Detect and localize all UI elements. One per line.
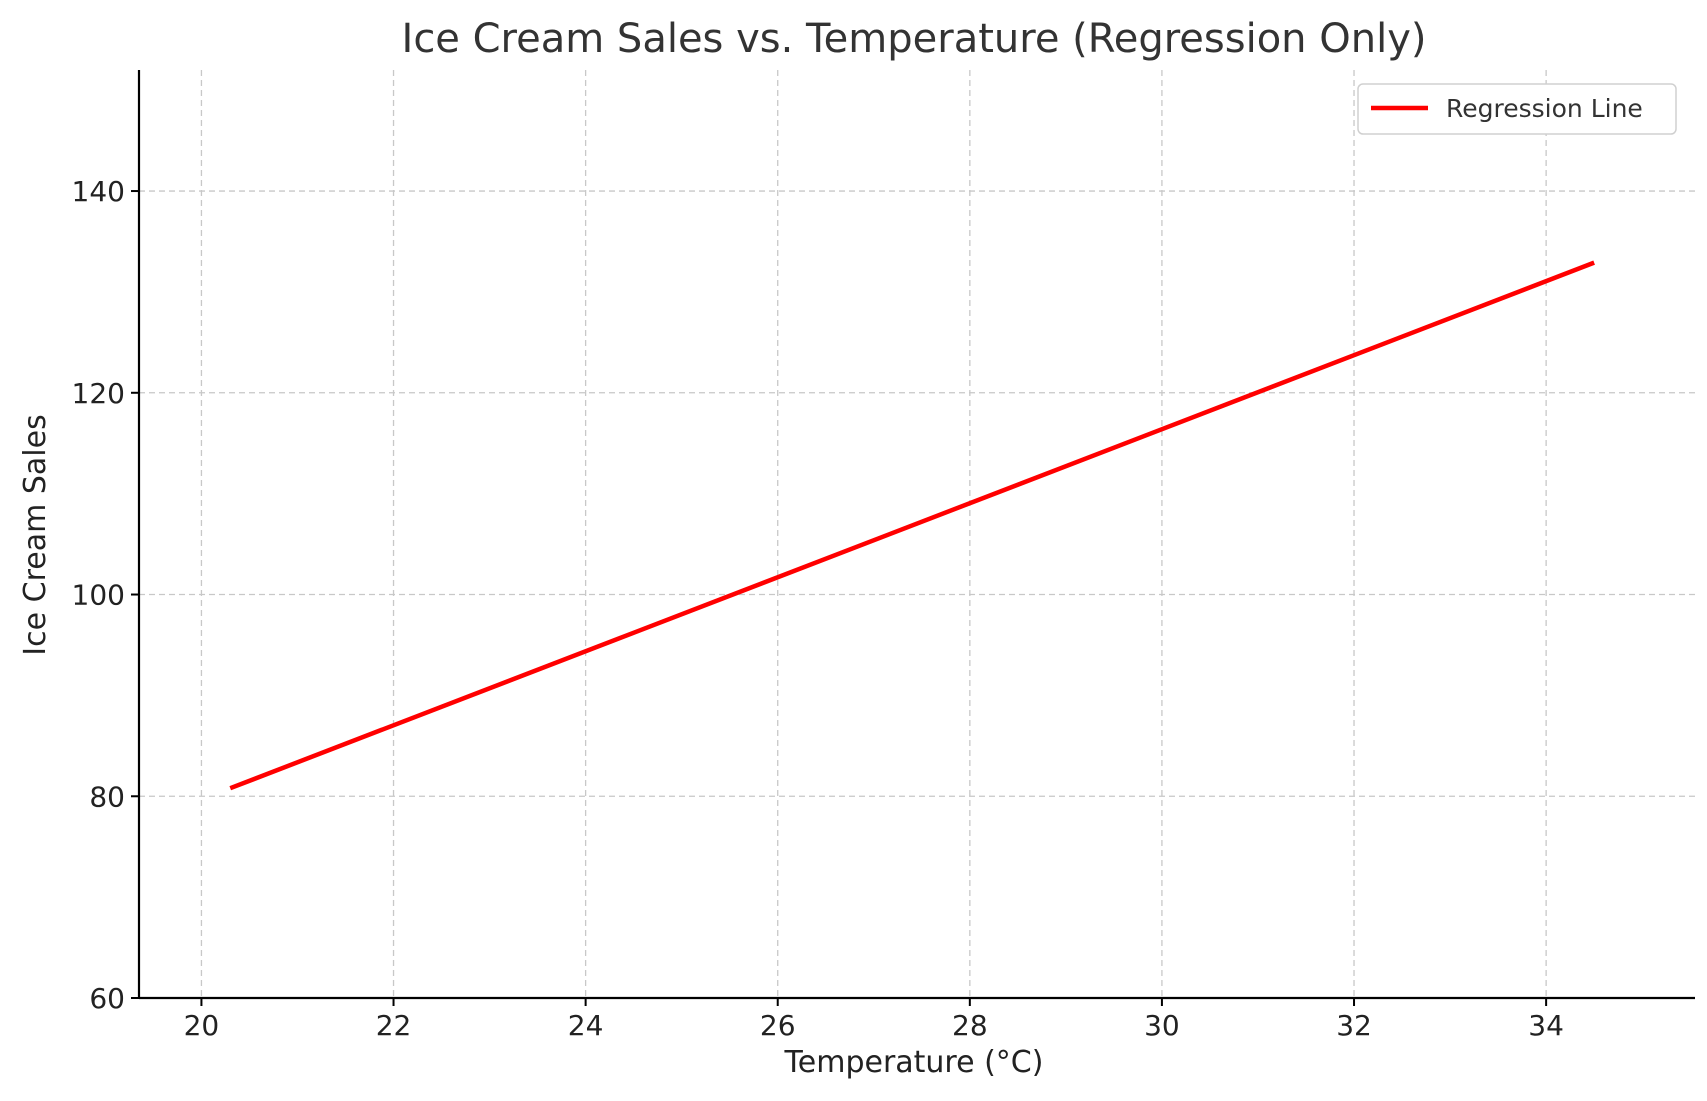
legend-label-regression-line: Regression Line [1446,94,1643,123]
series-line-regression-line [229,260,1595,791]
x-tick-label: 32 [1336,1009,1372,1042]
legend-box [1357,83,1677,135]
grid-layer [139,70,1695,999]
y-tick-label: 140 [72,175,125,208]
y-tick-label: 80 [89,780,125,813]
chart-title: Ice Cream Sales vs. Temperature (Regress… [402,16,1427,62]
x-tick-label: 28 [952,1009,988,1042]
y-axis-label: Ice Cream Sales [18,414,53,655]
y-ticks: 60 80 100 120 140 [72,175,139,1015]
axes-layer [137,70,1695,1000]
legend: Regression Line [1357,83,1677,135]
x-tick-label: 24 [568,1009,604,1042]
x-tick-label: 34 [1528,1009,1564,1042]
x-tick-label: 22 [376,1009,412,1042]
x-axis-label: Temperature (°C) [784,1045,1044,1080]
x-tick-label: 26 [760,1009,796,1042]
x-tick-label: 30 [1144,1009,1180,1042]
y-tick-label: 120 [72,377,125,410]
x-tick-label: 20 [184,1009,220,1042]
x-ticks: 20 22 24 26 28 30 32 34 [184,998,1564,1042]
series-layer [229,260,1595,791]
y-tick-label: 60 [89,982,125,1015]
y-tick-label: 100 [72,579,125,612]
